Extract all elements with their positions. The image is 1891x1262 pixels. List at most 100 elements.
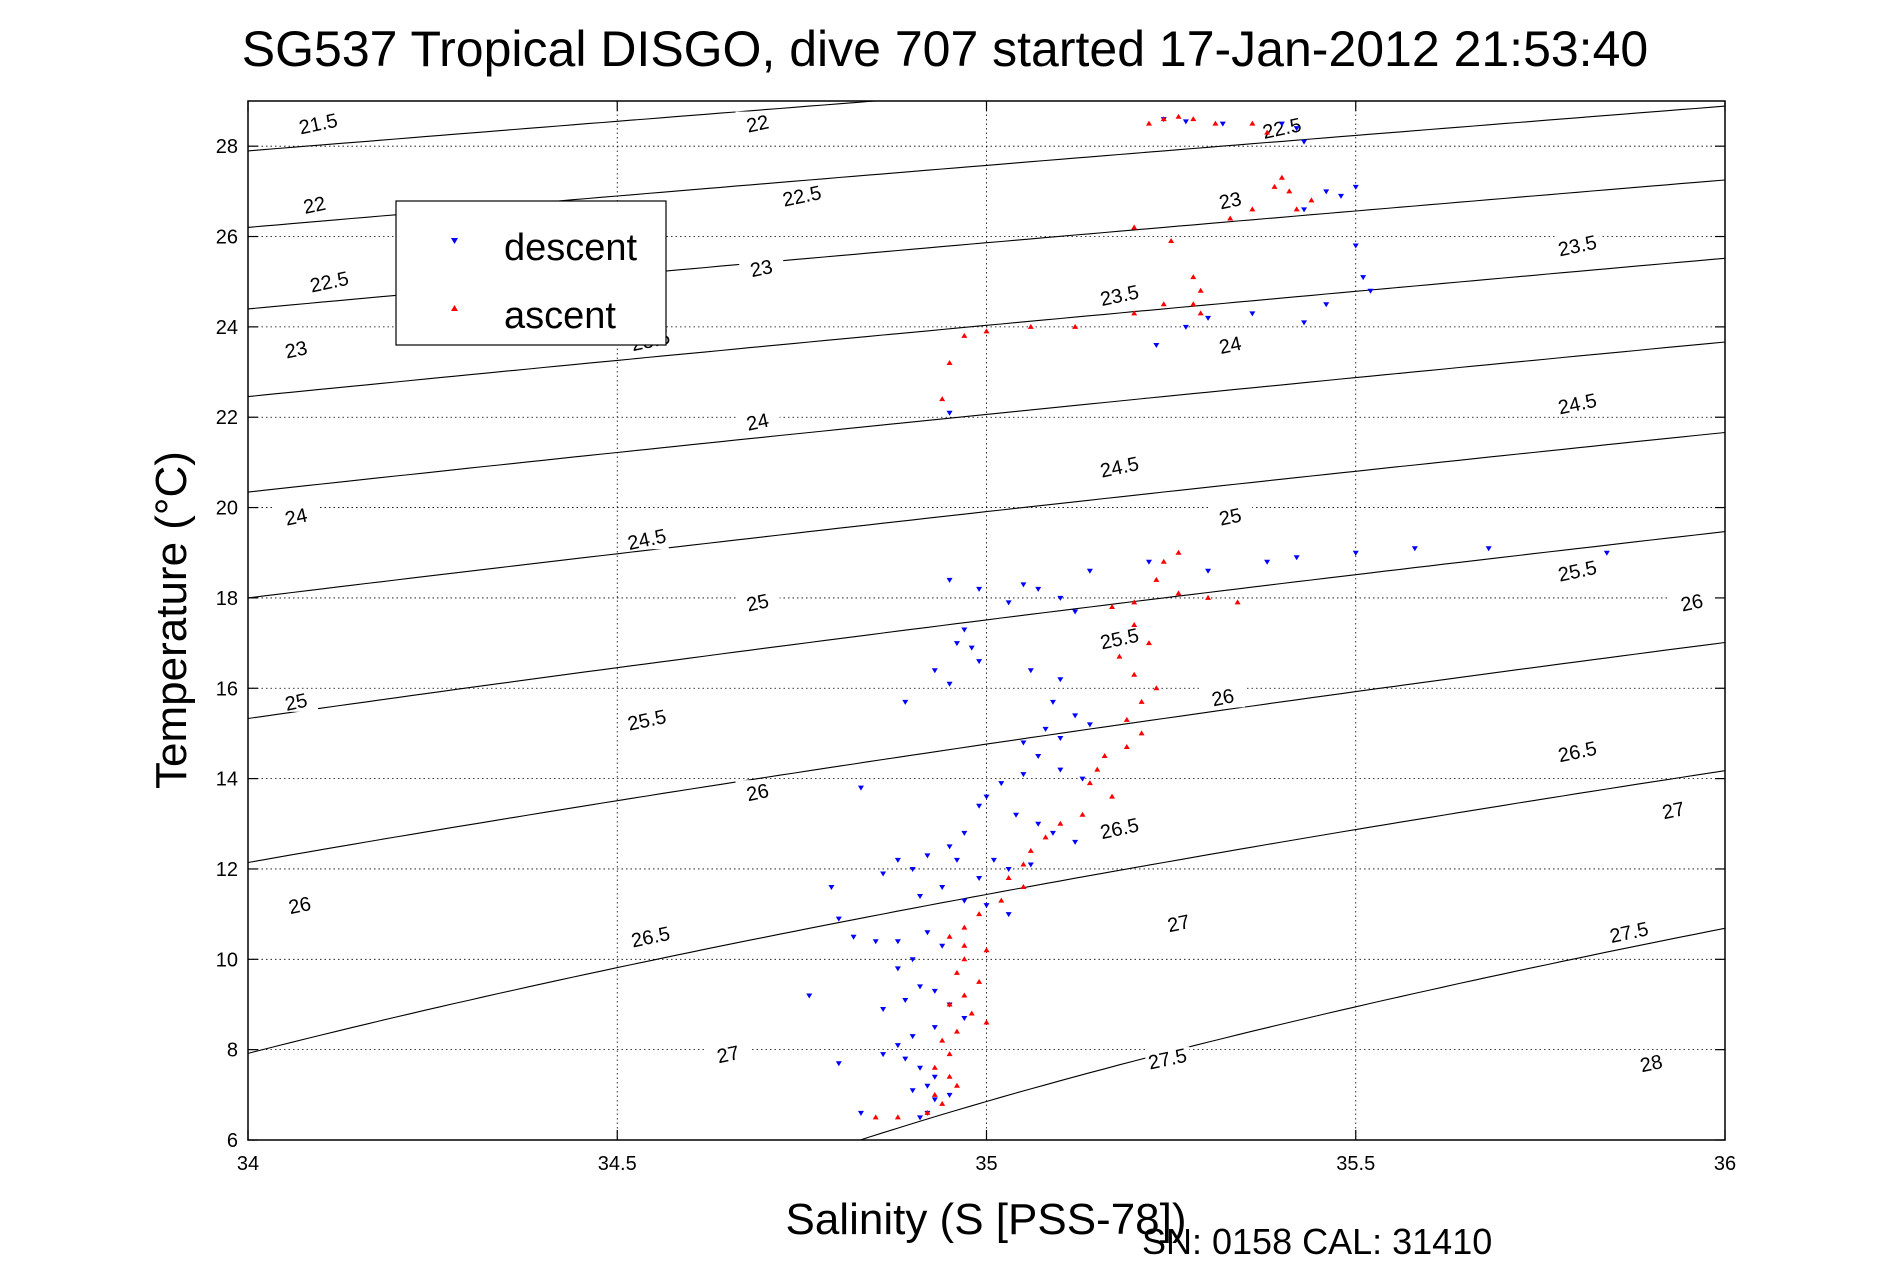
descent-point bbox=[924, 930, 931, 936]
descent-point bbox=[1005, 600, 1012, 606]
ascent-point bbox=[961, 942, 968, 948]
descent-point bbox=[946, 844, 953, 850]
descent-point bbox=[835, 916, 842, 922]
contour-label: 27 bbox=[1660, 798, 1686, 824]
ascent-point bbox=[1160, 301, 1167, 307]
y-tick-label: 28 bbox=[216, 136, 238, 158]
ascent-point bbox=[976, 978, 983, 984]
ascent-point bbox=[1005, 874, 1012, 880]
isopycnal-line bbox=[248, 101, 883, 152]
descent-point bbox=[909, 957, 916, 963]
contour-label: 25 bbox=[745, 590, 771, 616]
contour-label-bg bbox=[1669, 590, 1714, 613]
contour-label-bg bbox=[1208, 504, 1253, 527]
descent-point bbox=[1057, 595, 1064, 601]
descent-point bbox=[1360, 275, 1367, 281]
descent-point bbox=[909, 1088, 916, 1094]
descent-point bbox=[917, 1065, 924, 1071]
descent-point bbox=[1013, 812, 1020, 818]
y-tick-label: 6 bbox=[227, 1130, 238, 1152]
contour-label-bg bbox=[1097, 816, 1142, 839]
contour-label: 23 bbox=[283, 337, 309, 363]
descent-point bbox=[924, 853, 931, 859]
descent-point bbox=[1072, 609, 1079, 615]
y-axis-label: Temperature (°C) bbox=[147, 451, 196, 789]
y-tick-label: 12 bbox=[216, 859, 238, 881]
descent-point bbox=[1205, 315, 1212, 321]
isopycnal-line bbox=[1548, 1137, 1784, 1224]
legend-descent-label: descent bbox=[504, 227, 638, 269]
legend: descent ascent bbox=[395, 200, 667, 346]
ascent-point bbox=[1249, 120, 1256, 126]
ascent-point bbox=[1109, 603, 1116, 609]
ascent-point bbox=[1131, 224, 1138, 230]
ascent-point bbox=[1138, 730, 1145, 736]
ascent-point bbox=[1286, 188, 1293, 194]
descent-point bbox=[931, 988, 938, 994]
contour-label-bg bbox=[779, 183, 824, 206]
ascent-point bbox=[1086, 780, 1093, 786]
ascent-point bbox=[872, 1114, 879, 1120]
descent-point bbox=[990, 857, 997, 863]
ascent-point bbox=[1293, 206, 1300, 212]
contour-label: 23 bbox=[748, 256, 774, 282]
descent-point bbox=[1057, 735, 1064, 741]
descent-point bbox=[1352, 550, 1359, 556]
contour-label: 25 bbox=[1217, 505, 1243, 531]
isopycnal-line bbox=[248, 531, 1725, 720]
y-tick-label: 20 bbox=[216, 498, 238, 520]
descent-point bbox=[1072, 839, 1079, 845]
descent-point bbox=[1337, 193, 1344, 199]
ascent-point bbox=[939, 1100, 946, 1106]
descent-point bbox=[1086, 568, 1093, 574]
descent-point bbox=[902, 1056, 909, 1062]
descent-point bbox=[1249, 311, 1256, 317]
contour-label-bg bbox=[277, 893, 322, 916]
descent-point bbox=[931, 668, 938, 674]
descent-point bbox=[894, 857, 901, 863]
ascent-point bbox=[1175, 113, 1182, 119]
descent-point bbox=[931, 1025, 938, 1031]
grid-lines bbox=[248, 101, 1725, 1140]
descent-point bbox=[1182, 324, 1189, 330]
descent-point bbox=[1005, 912, 1012, 918]
ascent-point bbox=[1249, 206, 1256, 212]
descent-point bbox=[1005, 866, 1012, 872]
descent-point bbox=[1219, 121, 1226, 127]
descent-point bbox=[1027, 668, 1034, 674]
density-contours bbox=[248, 101, 1784, 1224]
contour-label-bg bbox=[274, 337, 319, 360]
ascent-point bbox=[931, 1064, 938, 1070]
ascent-point bbox=[946, 360, 953, 366]
ascent-point bbox=[946, 933, 953, 939]
y-tick-label: 24 bbox=[216, 317, 238, 339]
descent-point bbox=[931, 1074, 938, 1080]
ascent-point bbox=[1027, 847, 1034, 853]
contour-label: 24 bbox=[745, 410, 771, 436]
descent-point bbox=[976, 586, 983, 592]
ascent-point bbox=[1175, 590, 1182, 596]
ascent-point bbox=[1308, 197, 1315, 203]
x-tick-label: 34 bbox=[237, 1153, 259, 1175]
descent-point bbox=[1205, 568, 1212, 574]
isopycnal-line bbox=[858, 927, 1725, 1140]
ascent-point bbox=[1123, 743, 1130, 749]
descent-point bbox=[1020, 740, 1027, 746]
descent-point bbox=[1027, 862, 1034, 868]
descent-point bbox=[946, 1092, 953, 1098]
ascent-point bbox=[1131, 310, 1138, 316]
descent-point bbox=[983, 794, 990, 800]
y-tick-label: 10 bbox=[216, 949, 238, 971]
ascent-point bbox=[1131, 671, 1138, 677]
descent-point bbox=[968, 645, 975, 651]
ascent-point bbox=[1072, 323, 1079, 329]
contour-label: 27 bbox=[715, 1042, 741, 1068]
contour-label-bg bbox=[739, 256, 784, 279]
legend-ascent-marker bbox=[451, 305, 458, 311]
ascent-point bbox=[939, 1037, 946, 1043]
descent-point bbox=[880, 1006, 887, 1012]
ascent-point bbox=[1160, 116, 1167, 122]
descent-point bbox=[1049, 830, 1056, 836]
descent-point bbox=[806, 993, 813, 999]
descent-point bbox=[902, 997, 909, 1003]
